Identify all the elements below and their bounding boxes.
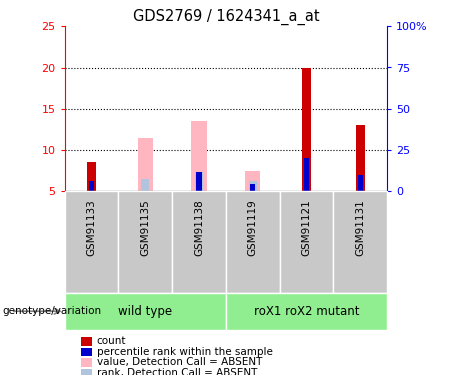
Bar — [118, 191, 172, 292]
Bar — [191, 121, 207, 191]
Bar — [355, 125, 365, 191]
Bar — [89, 182, 94, 191]
Bar — [250, 184, 255, 191]
Bar — [87, 162, 96, 191]
Text: wild type: wild type — [118, 305, 172, 318]
Bar — [226, 292, 387, 330]
Text: GSM91135: GSM91135 — [140, 200, 150, 256]
Text: roX1 roX2 mutant: roX1 roX2 mutant — [254, 305, 359, 318]
Text: GSM91131: GSM91131 — [355, 200, 366, 256]
Text: value, Detection Call = ABSENT: value, Detection Call = ABSENT — [97, 357, 262, 368]
Bar — [301, 68, 311, 191]
Bar — [138, 138, 153, 191]
Text: rank, Detection Call = ABSENT: rank, Detection Call = ABSENT — [97, 368, 257, 375]
Bar — [195, 172, 203, 191]
Text: GSM91121: GSM91121 — [301, 200, 312, 256]
Bar — [249, 182, 256, 191]
Bar — [65, 191, 118, 292]
Bar — [142, 179, 149, 191]
Bar — [196, 172, 201, 191]
Bar — [65, 292, 226, 330]
Text: GSM91133: GSM91133 — [86, 200, 96, 256]
Bar — [358, 175, 363, 191]
Bar — [172, 191, 226, 292]
Bar — [333, 191, 387, 292]
Text: count: count — [97, 336, 126, 346]
Bar — [226, 191, 280, 292]
Text: genotype/variation: genotype/variation — [2, 306, 101, 316]
Text: percentile rank within the sample: percentile rank within the sample — [97, 347, 273, 357]
Text: GSM91119: GSM91119 — [248, 200, 258, 256]
Text: GSM91138: GSM91138 — [194, 200, 204, 256]
Bar — [304, 158, 309, 191]
Bar — [245, 171, 260, 191]
Bar — [280, 191, 333, 292]
Title: GDS2769 / 1624341_a_at: GDS2769 / 1624341_a_at — [133, 9, 319, 25]
